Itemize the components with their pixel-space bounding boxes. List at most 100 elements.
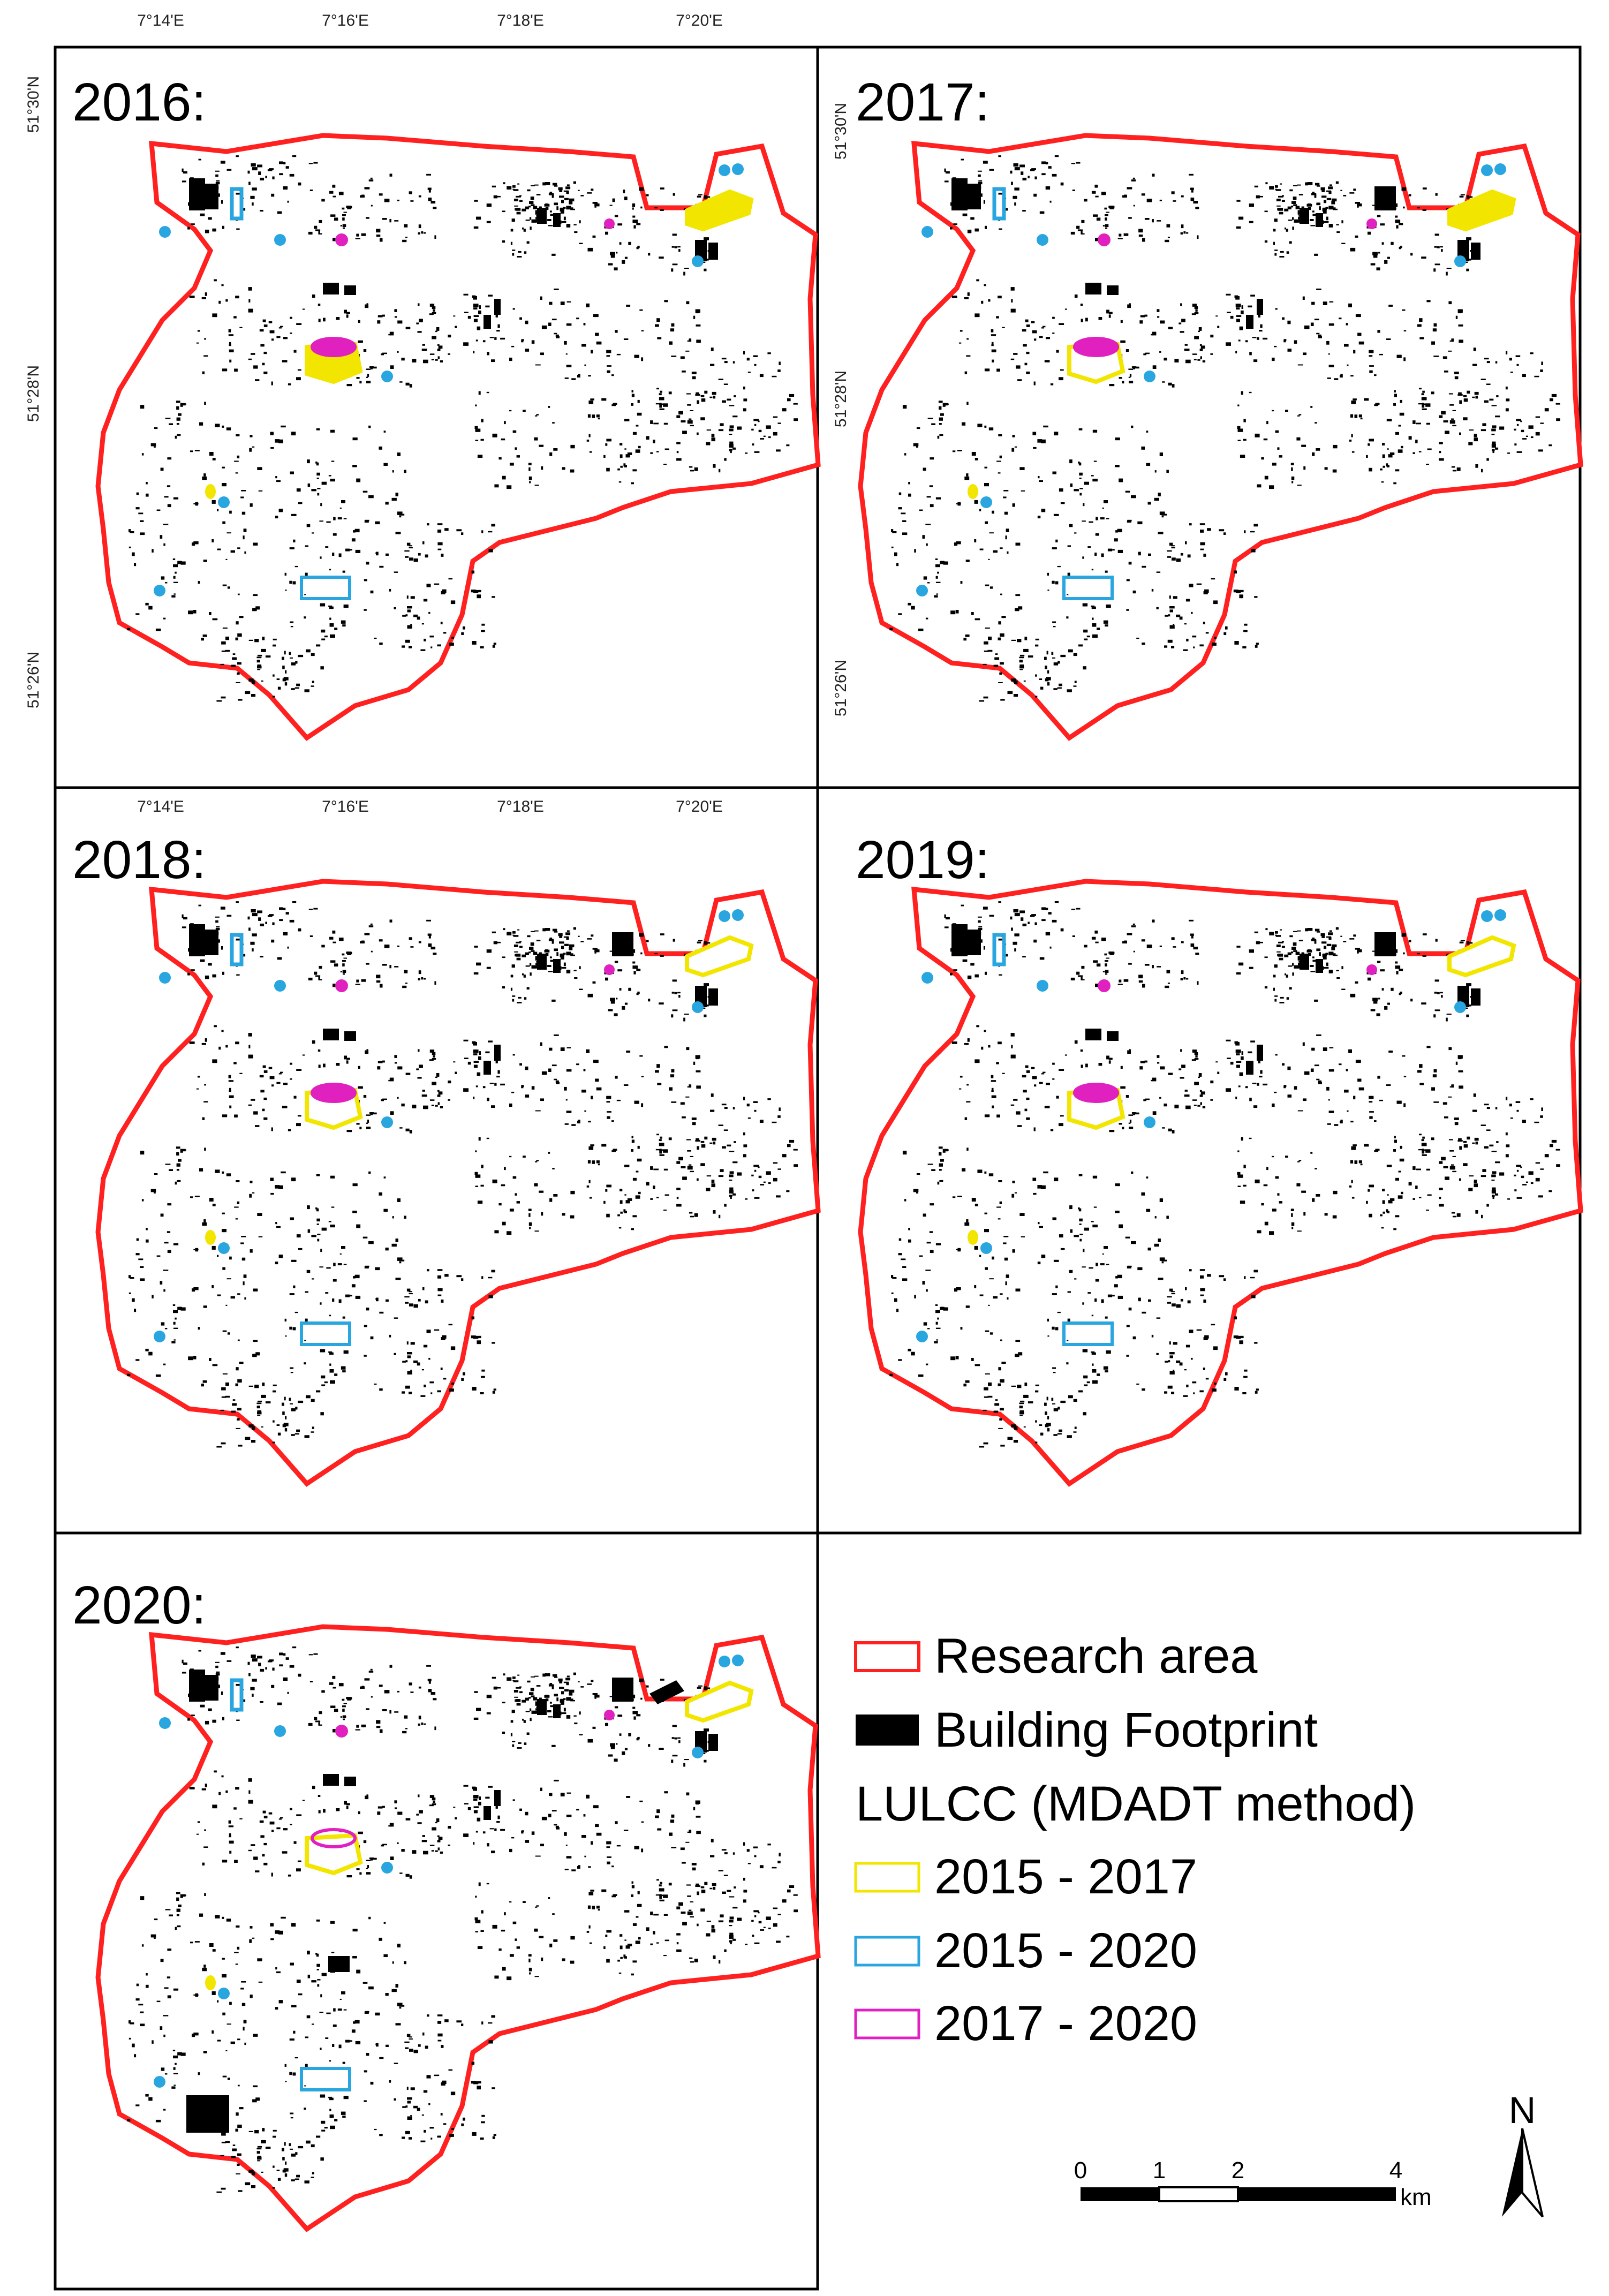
building-footprint: [347, 951, 351, 955]
building-footprint: [632, 965, 638, 969]
building-footprint: [390, 1856, 394, 1860]
building-footprint: [1474, 434, 1477, 437]
building-footprint: [1127, 1050, 1131, 1054]
building-footprint: [1369, 439, 1374, 442]
building-footprint: [235, 1787, 239, 1790]
building-footprint: [221, 641, 226, 645]
building-footprint: [1044, 1402, 1047, 1406]
building-footprint: [225, 649, 230, 652]
building-footprint: [1019, 1411, 1024, 1415]
building-footprint: [535, 1110, 541, 1112]
building-footprint: [743, 386, 745, 390]
building-footprint: [521, 339, 524, 343]
building-footprint: [1031, 914, 1036, 916]
building-footprint: [1053, 688, 1057, 690]
building-footprint: [1311, 193, 1317, 195]
building-footprint: [558, 1678, 563, 1682]
building-footprint: [1245, 1086, 1248, 1089]
building-footprint: [724, 458, 727, 461]
building-footprint: [198, 158, 201, 161]
building-footprint: [1395, 961, 1398, 964]
building-footprint: [1486, 383, 1491, 385]
building-footprint: [672, 1725, 677, 1727]
building-footprint: [1452, 1170, 1456, 1173]
building-footprint: [1180, 331, 1184, 333]
building-footprint: [705, 196, 711, 198]
building-footprint: [289, 547, 294, 549]
building-footprint: [521, 1085, 524, 1089]
building-footprint: [248, 1054, 253, 1059]
building-footprint: [284, 572, 286, 576]
building-footprint: [1179, 1068, 1182, 1070]
building-footprint: [916, 1173, 920, 1175]
lulcc-2015-2020-spot: [921, 226, 933, 238]
building-footprint: [941, 1306, 944, 1309]
building-footprint: [473, 1053, 478, 1055]
building-footprint: [269, 330, 275, 334]
building-footprint: [146, 1228, 148, 1230]
building-footprint: [1071, 163, 1076, 164]
building-footprint: [308, 231, 313, 235]
building-footprint: [135, 1253, 140, 1256]
building-footprint: [263, 1070, 268, 1073]
building-footprint: [689, 1830, 692, 1833]
building-footprint: [1374, 374, 1377, 376]
building-footprint: [146, 1973, 148, 1976]
building-footprint: [1275, 931, 1278, 934]
building-footprint: [964, 297, 969, 299]
building-footprint: [428, 1680, 431, 1684]
building-footprint: [952, 450, 956, 452]
building-footprint: [1045, 908, 1048, 910]
building-footprint: [1459, 1146, 1462, 1150]
building-footprint: [237, 672, 240, 675]
building-footprint: [140, 1266, 144, 1268]
building-footprint: [1550, 398, 1553, 402]
building-footprint: [420, 649, 426, 651]
building-footprint: [889, 1373, 893, 1377]
building-footprint: [257, 1415, 261, 1416]
building-footprint: [1451, 1084, 1454, 1088]
building-footprint: [1101, 192, 1106, 195]
building-footprint: [1323, 301, 1327, 305]
building-footprint: [409, 191, 412, 194]
building-footprint: [1199, 1090, 1202, 1092]
building-footprint: [1275, 1176, 1279, 1179]
building-footprint: [1333, 208, 1338, 210]
building-footprint: [1180, 1298, 1183, 1302]
building-footprint: [263, 1862, 268, 1865]
building-footprint: [1308, 953, 1311, 956]
building-footprint: [1141, 446, 1145, 450]
building-footprint: [614, 1706, 618, 1709]
building-footprint: [267, 1660, 273, 1663]
building-footprint: [523, 229, 526, 232]
building-footprint: [1035, 674, 1037, 677]
building-footprint: [531, 340, 535, 344]
building-footprint: [729, 405, 735, 406]
building-footprint: [319, 520, 323, 522]
building-footprint: [1120, 1066, 1123, 1069]
building-footprint: [934, 1341, 938, 1343]
building-footprint: [984, 483, 989, 487]
building-footprint: [1297, 212, 1301, 215]
building-footprint: [268, 1812, 273, 1815]
building-footprint: [1303, 1212, 1306, 1216]
building-footprint: [1443, 1166, 1448, 1168]
building-footprint: [437, 1102, 440, 1105]
building-footprint: [222, 1114, 228, 1117]
building-footprint: [296, 683, 300, 686]
building-footprint: [1022, 923, 1027, 926]
building-footprint: [435, 1076, 437, 1078]
building-footprint: [1000, 1408, 1004, 1411]
building-footprint: [531, 965, 536, 969]
building-footprint: [336, 1063, 340, 1066]
building-footprint: [616, 1099, 621, 1101]
building-footprint: [998, 1367, 1001, 1371]
building-footprint: [533, 206, 538, 209]
building-footprint: [473, 1810, 478, 1814]
building-footprint: [1117, 1295, 1123, 1299]
building-footprint: [680, 356, 685, 359]
building-footprint: [668, 1137, 672, 1141]
building-footprint: [592, 1726, 596, 1729]
building-footprint-large: [1300, 208, 1309, 224]
lulcc-2015-2017-area: [685, 935, 754, 978]
